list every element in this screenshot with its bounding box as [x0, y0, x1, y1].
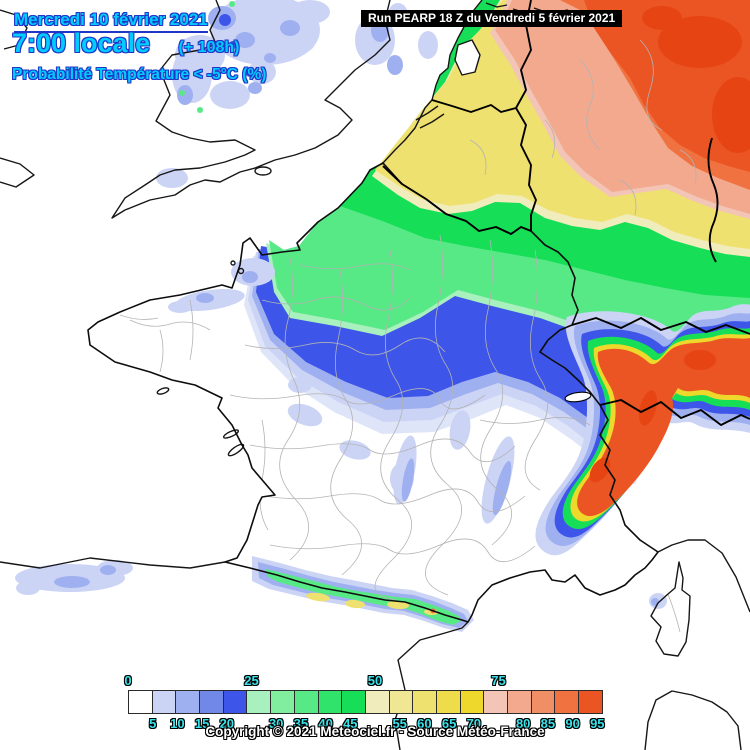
legend-tick-65: 65	[441, 716, 457, 731]
legend-box-55-60	[388, 690, 414, 714]
legend-box-20-25	[222, 690, 248, 714]
sardinia-coast	[644, 690, 742, 750]
legend-box-15-20	[199, 690, 224, 714]
italy-coast	[657, 539, 750, 613]
isle-of-wight	[254, 166, 272, 176]
legend-box-75-80	[483, 690, 508, 714]
legend-tick-90: 90	[565, 716, 580, 731]
legend-box-30-35	[270, 690, 295, 714]
ijsselmeer	[454, 39, 481, 76]
field-corsica-patch	[649, 593, 667, 609]
legend-box-25-30	[246, 690, 272, 714]
ile-de-re	[222, 429, 240, 439]
spain-med-coast	[394, 621, 469, 750]
legend-tick-45: 45	[343, 716, 358, 731]
foreign-admin-lines	[469, 39, 697, 633]
legend-tick-0: 0	[124, 673, 132, 688]
legend-box-60-65	[412, 690, 437, 714]
legend-tick-40: 40	[318, 716, 333, 731]
border-belgium-netherlands	[431, 99, 517, 113]
legend-box-95-100	[578, 690, 603, 714]
border-france-belgium	[382, 165, 532, 235]
lake-geneva	[564, 391, 592, 403]
legend-tick-55: 55	[392, 716, 407, 731]
wadden-islands	[485, 2, 508, 8]
legend-box-45-50	[341, 690, 366, 714]
copyright-text: Copyright © 2021 Meteociel.fr - Source M…	[205, 724, 545, 739]
legend-box-90-95	[554, 690, 580, 714]
legend-tick-50: 50	[367, 673, 383, 688]
red-deep-spot	[642, 6, 682, 30]
legend-tick-10: 10	[170, 716, 185, 731]
legend-tick-75: 75	[491, 673, 506, 688]
department-boundaries	[119, 234, 591, 601]
channel-island	[230, 260, 236, 266]
legend-box-5-10	[151, 690, 177, 714]
legend-color-scale	[128, 690, 622, 714]
ile-oleron	[227, 443, 245, 457]
legend-tick-70: 70	[466, 716, 482, 731]
red-deep-spot	[658, 16, 742, 68]
spain-north-coast	[0, 557, 226, 569]
forecast-date: Mercredi 10 février 2021	[14, 10, 208, 33]
legend-box-85-90	[530, 690, 556, 714]
border-switzerland-north	[571, 317, 750, 335]
red-deep-spot	[712, 77, 750, 153]
border-switzerland-italy	[599, 399, 750, 426]
country-borders	[382, 0, 750, 426]
run-banner: Run PEARP 18 Z du Vendredi 5 février 202…	[361, 10, 623, 27]
legend-tick-80: 80	[515, 716, 531, 731]
legend-box-35-40	[293, 690, 319, 714]
france-outline	[87, 162, 659, 623]
legend-tick-60: 60	[417, 716, 432, 731]
legend-tick-95: 95	[590, 716, 605, 731]
ireland-coast-fragment	[0, 157, 35, 188]
border-belgium-germany	[515, 107, 537, 231]
legend-tick-5: 5	[149, 716, 157, 731]
legend-tick-25: 25	[244, 673, 259, 688]
legend-box-50-55	[364, 690, 390, 714]
legend-box-10-15	[175, 690, 201, 714]
probability-legend: 0 25 50 75 5 10 15 20 30 35 40 45 55 60 65 70 80 85 90 95	[124, 673, 622, 731]
forecast-offset: (+ 108h)	[178, 39, 240, 56]
ireland-coast-fragment	[0, 9, 28, 50]
legend-box-70-75	[459, 690, 485, 714]
legend-tick-30: 30	[268, 716, 284, 731]
legend-box-65-70	[435, 690, 461, 714]
legend-tick-20: 20	[219, 716, 235, 731]
legend-box-0-5	[128, 690, 153, 714]
england-coast	[111, 0, 391, 219]
belle-ile	[156, 387, 170, 395]
forecast-time: 7:00 locale	[12, 28, 151, 58]
legend-box-40-45	[317, 690, 343, 714]
zeeland-islands	[415, 105, 439, 121]
legend-tick-35: 35	[293, 716, 309, 731]
legend-tick-85: 85	[540, 716, 556, 731]
zeeland-islands	[419, 113, 445, 129]
forecast-time-row: 7:00 locale (+ 108h)	[12, 28, 239, 59]
corsica-coast	[650, 561, 691, 657]
map-parameter-title: Probabilité Température < -5°C (%)	[12, 66, 267, 83]
legend-tick-15: 15	[194, 716, 210, 731]
legend-box-80-85	[507, 690, 532, 714]
border-germany-east	[707, 137, 719, 263]
field-alps	[535, 304, 750, 556]
field-sea-patches	[15, 258, 275, 595]
